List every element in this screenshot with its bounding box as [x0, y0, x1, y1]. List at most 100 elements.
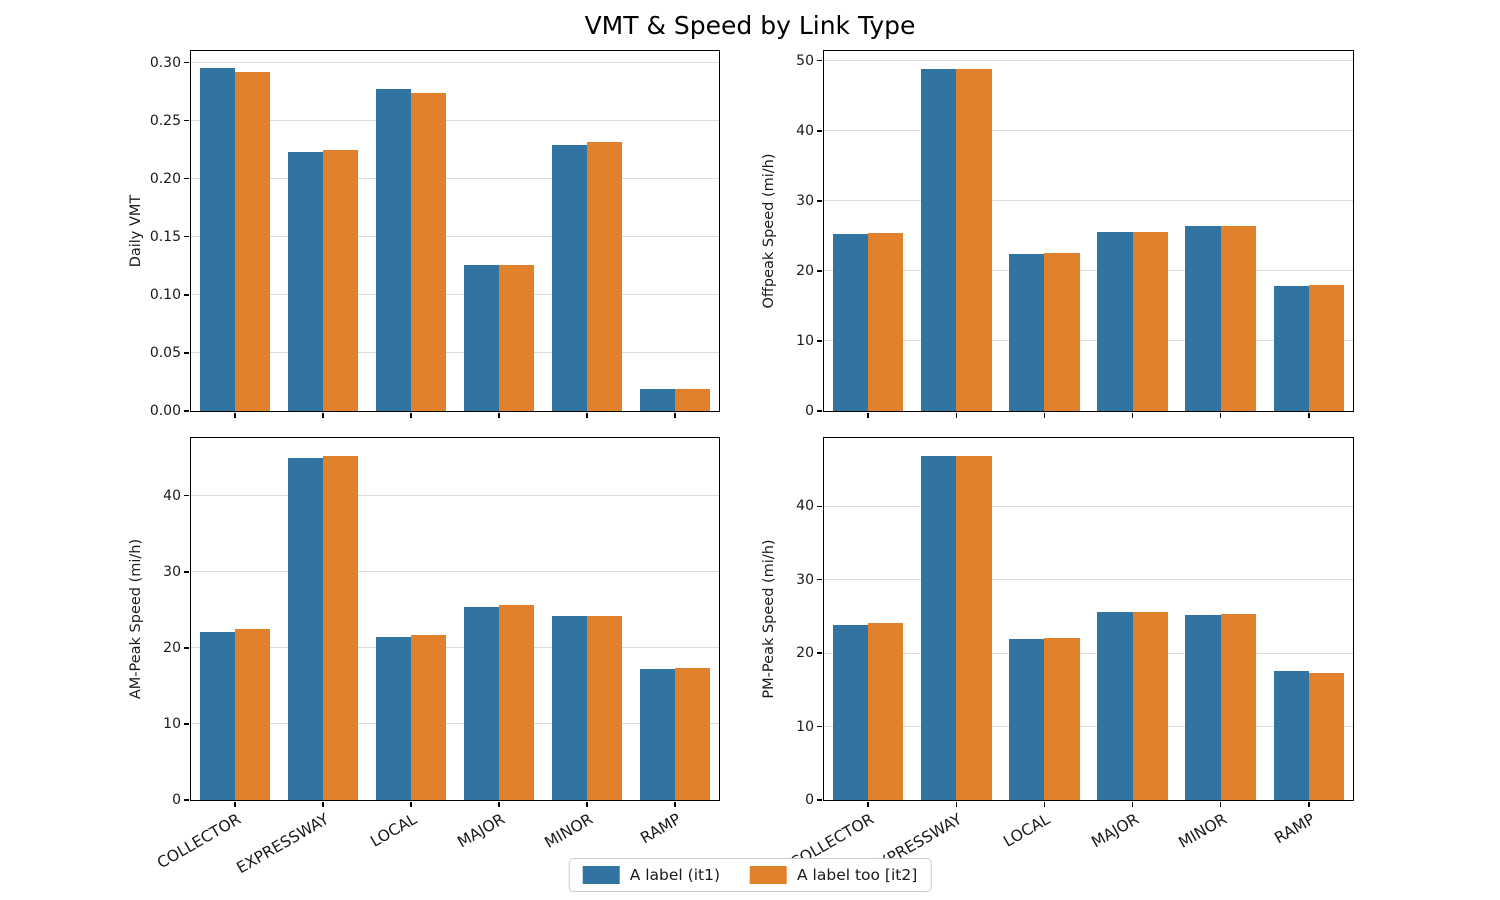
y-tick-mark — [184, 571, 190, 573]
y-axis-label: Daily VMT — [128, 194, 144, 268]
y-tick-mark — [184, 799, 190, 801]
x-category-label-collector: COLLECTOR — [154, 810, 244, 873]
y-tick-mark — [817, 725, 823, 728]
bar-ramp-it1 — [1273, 670, 1309, 800]
y-tick-mark — [817, 652, 823, 654]
x-tick-mark — [322, 412, 324, 418]
x-tick-mark — [1131, 412, 1134, 418]
y-tick-mark — [817, 60, 823, 62]
x-category-label-expressway: EXPRESSWAY — [233, 810, 332, 878]
y-tick-label: 20 — [796, 645, 814, 662]
gridline — [191, 352, 719, 354]
bar-local-it1 — [375, 637, 411, 800]
bar-major-it1 — [463, 606, 499, 800]
bar-minor-it1 — [1185, 614, 1221, 800]
y-tick-label: 0 — [805, 403, 814, 419]
x-tick-mark — [1043, 412, 1046, 418]
y-tick-mark — [184, 236, 190, 238]
y-tick-label: 0.25 — [149, 112, 181, 129]
y-tick-label: 20 — [163, 639, 181, 656]
bar-local-it1 — [375, 89, 411, 411]
x-tick-mark — [1220, 412, 1222, 418]
bar-collector-it1 — [832, 624, 869, 800]
y-tick-label: 20 — [796, 262, 814, 279]
bar-collector-it2 — [235, 71, 271, 411]
bar-local-it1 — [1009, 254, 1045, 411]
x-tick-mark — [674, 801, 676, 807]
bar-minor-it2 — [1220, 226, 1257, 411]
bar-major-it2 — [499, 605, 535, 800]
bar-expressway-it2 — [323, 149, 359, 411]
bar-ramp-it2 — [675, 668, 711, 800]
y-tick-mark — [184, 723, 190, 725]
bar-collector-it1 — [832, 233, 869, 411]
bar-ramp-it1 — [639, 669, 675, 800]
bar-minor-it1 — [551, 615, 587, 800]
y-tick-mark — [184, 119, 190, 122]
y-tick-label: 40 — [796, 498, 814, 515]
x-category-label-major: MAJOR — [454, 810, 508, 852]
x-category-label-minor: MINOR — [541, 810, 596, 852]
x-tick-mark — [498, 801, 500, 807]
bar-local-it2 — [411, 92, 447, 411]
y-tick-label: 0.00 — [149, 403, 181, 419]
figure-title: VMT & Speed by Link Type — [584, 11, 916, 40]
legend-label-it1: A label (it1) — [629, 866, 721, 884]
x-tick-mark — [498, 412, 500, 418]
y-tick-label: 50 — [796, 52, 814, 69]
bar-expressway-it2 — [956, 68, 992, 411]
bar-ramp-it1 — [639, 388, 675, 411]
x-category-label-local: LOCAL — [1000, 810, 1054, 851]
gridline — [191, 495, 719, 497]
y-tick-mark — [817, 200, 823, 202]
gridline — [191, 294, 719, 296]
gridline — [824, 579, 1353, 581]
x-tick-mark — [322, 801, 324, 807]
bar-collector-it1 — [199, 631, 235, 800]
gridline — [824, 130, 1353, 132]
gridline — [191, 647, 719, 649]
gridline — [824, 652, 1353, 654]
x-tick-mark — [1131, 801, 1134, 807]
bar-expressway-it2 — [323, 455, 359, 800]
legend-swatch-it2-icon — [750, 866, 788, 884]
legend: A label (it1) A label too [it2] — [568, 858, 932, 892]
gridline — [824, 60, 1353, 62]
bar-minor-it1 — [1185, 226, 1221, 411]
y-tick-label: 30 — [163, 563, 181, 580]
x-category-label-ramp: RAMP — [637, 810, 684, 848]
y-tick-label: 40 — [796, 122, 814, 139]
y-tick-label: 10 — [796, 718, 814, 735]
subplot-pm-peak-speed: 0 10 20 30 40 COLLECTOR EXPRESSWAY LOCAL MAJOR MI… — [761, 437, 1354, 877]
bar-major-it2 — [1132, 612, 1168, 800]
bar-ramp-it2 — [1308, 284, 1345, 411]
y-tick-mark — [817, 270, 823, 272]
x-category-label-ramp: RAMP — [1271, 810, 1318, 848]
y-tick-label: 0.15 — [149, 228, 181, 245]
bar-local-it1 — [1009, 639, 1045, 800]
y-tick-mark — [817, 130, 823, 132]
gridline — [824, 200, 1353, 202]
bar-ramp-it2 — [675, 388, 711, 411]
x-tick-mark — [1043, 801, 1046, 807]
x-tick-mark — [1308, 412, 1310, 418]
legend-item-it1: A label (it1) — [582, 866, 721, 884]
y-tick-label: 0.20 — [149, 170, 181, 187]
x-tick-mark — [234, 801, 236, 807]
y-tick-label: 0 — [172, 792, 181, 808]
bar-local-it2 — [1044, 252, 1080, 411]
y-tick-mark — [817, 579, 823, 581]
bar-major-it2 — [1132, 231, 1168, 411]
x-tick-mark — [955, 801, 957, 807]
x-tick-mark — [674, 412, 676, 418]
x-tick-mark — [1220, 801, 1222, 807]
y-tick-mark — [184, 352, 190, 354]
y-tick-label: 10 — [796, 332, 814, 349]
gridline — [191, 723, 719, 725]
bar-local-it2 — [1044, 638, 1080, 800]
bar-collector-it1 — [199, 68, 235, 411]
bar-expressway-it1 — [287, 152, 323, 411]
y-tick-mark — [184, 495, 190, 497]
x-tick-mark — [410, 801, 412, 807]
